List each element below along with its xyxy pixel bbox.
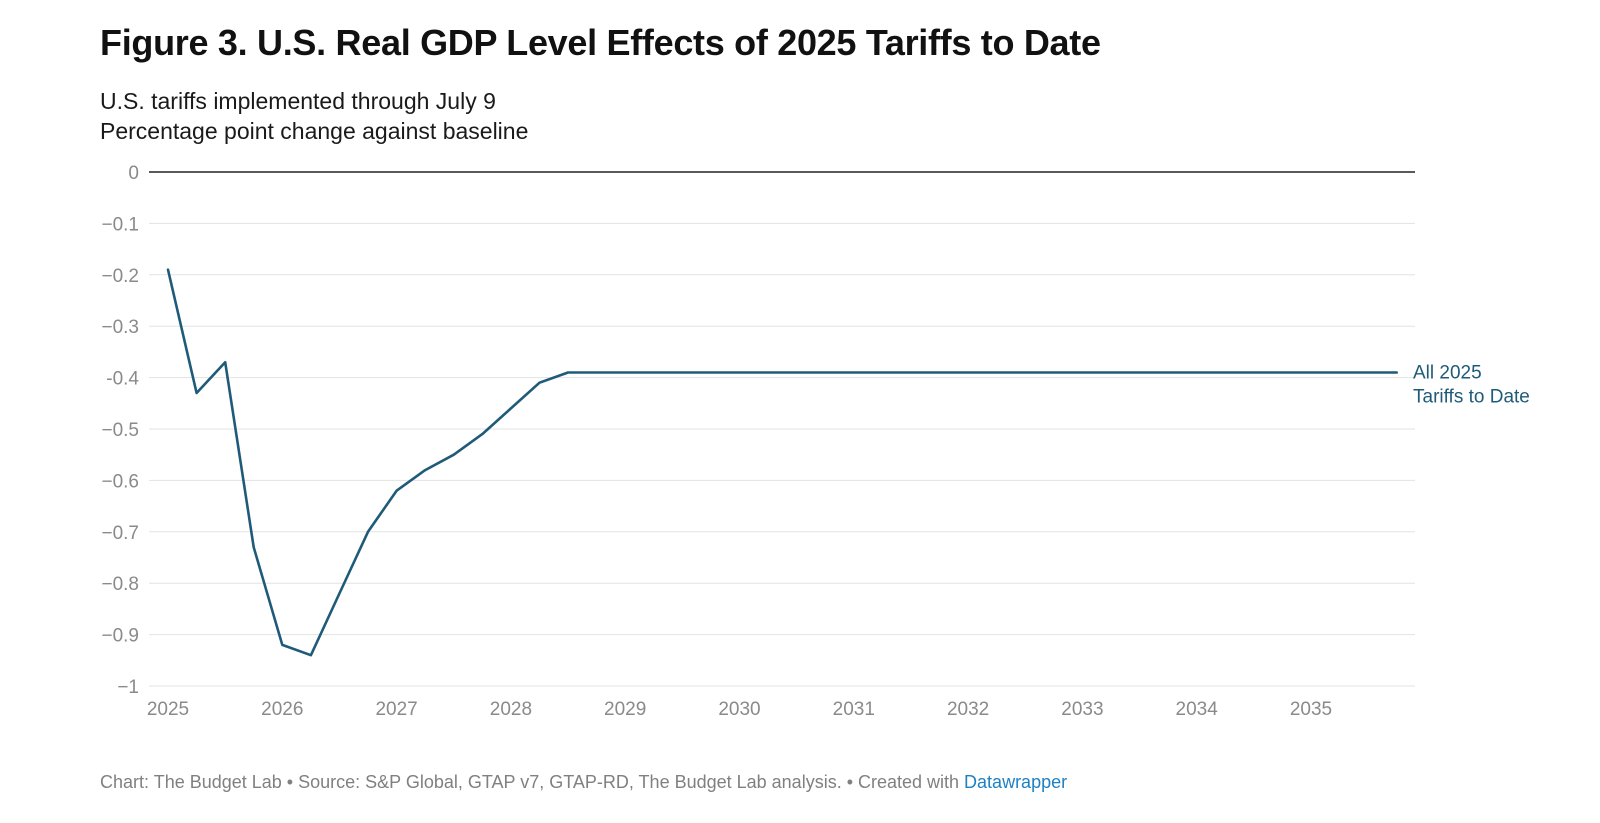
y-tick-label: −0.1: [101, 214, 139, 235]
chart-title: Figure 3. U.S. Real GDP Level Effects of…: [100, 22, 1101, 63]
x-tick-label: 2034: [1176, 699, 1219, 720]
x-tick-label: 2035: [1290, 699, 1332, 720]
y-tick-label: −1: [117, 677, 139, 698]
y-tick-label: 0: [128, 163, 139, 184]
x-tick-label: 2031: [833, 699, 875, 720]
x-tick-label: 2028: [490, 699, 532, 720]
x-tick-label: 2032: [947, 699, 989, 720]
series-line: [166, 268, 1398, 657]
y-tick-label: −0.2: [101, 266, 139, 287]
chart-subtitle: U.S. tariffs implemented through July 9 …: [100, 86, 528, 146]
subtitle-line-1: U.S. tariffs implemented through July 9: [100, 88, 496, 114]
y-tick-label: -0.4: [106, 369, 139, 390]
footer-credit-text: Chart: The Budget Lab • Source: S&P Glob…: [100, 772, 965, 792]
y-tick-label: −0.3: [101, 317, 139, 338]
x-tick-label: 2030: [718, 699, 760, 720]
subtitle-line-2: Percentage point change against baseline: [100, 118, 529, 144]
series-group: All 2025 Tariffs to Date: [166, 268, 1530, 657]
series-label-line-2: Tariffs to Date: [1413, 386, 1530, 407]
x-tick-label: 2033: [1061, 699, 1103, 720]
y-axis-tick-labels: 0 −0.1 −0.2 −0.3 -0.4 −0.5 −0.6 −0.7 −0.8 −0.9 −1: [101, 163, 139, 698]
series-label-line-1: All 2025: [1413, 362, 1482, 383]
datawrapper-link[interactable]: Datawrapper: [964, 772, 1068, 792]
y-tick-label: −0.8: [101, 574, 139, 595]
grid-lines: [149, 171, 1415, 687]
x-tick-label: 2025: [147, 699, 189, 720]
x-tick-label: 2027: [375, 699, 417, 720]
x-axis-tick-labels: 2025 2026 2027 2028 2029 2030 2031 2032 2033 2034…: [147, 699, 1332, 720]
x-tick-label: 2026: [261, 699, 303, 720]
y-tick-label: −0.6: [101, 471, 139, 492]
x-tick-label: 2029: [604, 699, 646, 720]
chart-footer: Chart: The Budget Lab • Source: S&P Glob…: [100, 772, 1067, 793]
y-tick-label: −0.9: [101, 626, 139, 647]
y-tick-label: −0.5: [101, 420, 139, 441]
y-tick-label: −0.7: [101, 523, 139, 544]
